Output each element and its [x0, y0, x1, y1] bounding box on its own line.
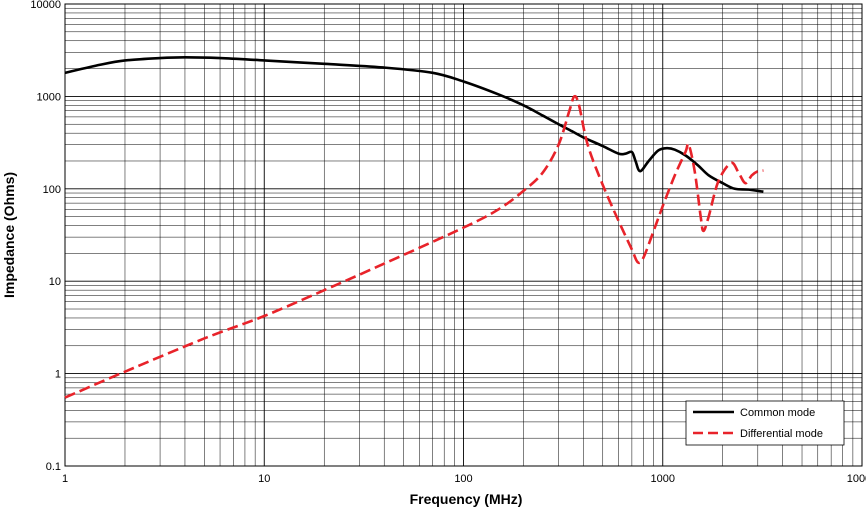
series-group — [64, 55, 764, 399]
grid-major — [64, 4, 862, 467]
y-tick-label: 0.1 — [46, 461, 61, 473]
series-line-differential-mode — [64, 94, 764, 399]
x-tick-label: 10000 — [847, 473, 866, 485]
series-line-common-mode — [64, 55, 764, 193]
legend: Common mode Differential mode — [685, 400, 845, 446]
y-tick-label: 100 — [43, 184, 61, 196]
x-tick-label: 100 — [454, 473, 472, 485]
y-tick-label: 10 — [49, 276, 61, 288]
x-axis-title: Frequency (MHz) — [410, 491, 523, 507]
y-axis-title: Impedance (Ohms) — [1, 172, 17, 298]
y-tick-label: 1000 — [37, 91, 61, 103]
x-tick-label: 1 — [62, 473, 68, 485]
x-tick-labels: 1 10 100 1000 10000 — [62, 473, 866, 485]
plot-frame — [64, 3, 863, 467]
legend-label-differential-mode: Differential mode — [740, 428, 823, 440]
x-tick-label: 10 — [258, 473, 270, 485]
legend-label-common-mode: Common mode — [740, 407, 815, 419]
x-tick-label: 1000 — [651, 473, 675, 485]
y-tick-label: 10000 — [30, 0, 61, 11]
y-tick-label: 1 — [55, 369, 61, 381]
legend-box — [685, 400, 845, 446]
y-tick-labels: 0.1 1 10 100 1000 10000 — [30, 0, 61, 473]
